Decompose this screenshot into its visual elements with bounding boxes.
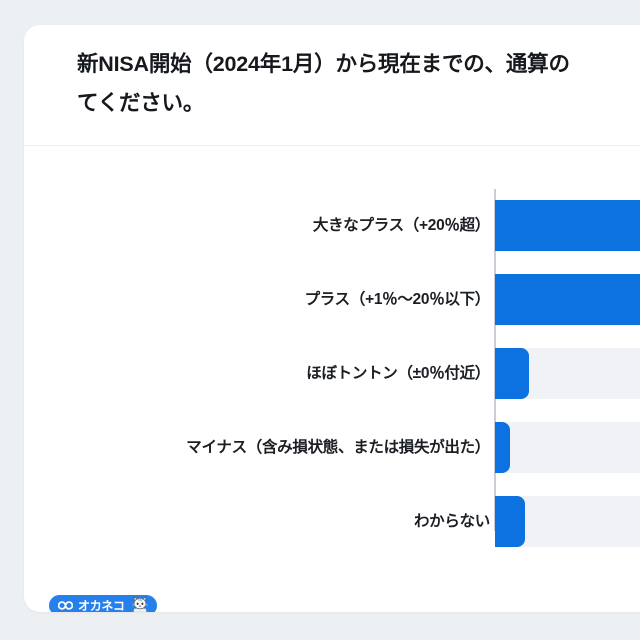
bar-fill bbox=[495, 274, 640, 325]
bar-chart: 大きなプラス（+20％超） プラス（+1％〜20％以下） ほぼトントン（±0％付近）… bbox=[24, 146, 640, 612]
bar-track bbox=[495, 422, 640, 473]
bar-fill bbox=[495, 200, 640, 251]
page-title: 新NISA開始（2024年1月）から現在までの、通算の てください。 bbox=[77, 52, 570, 115]
cat-mascot-icon bbox=[131, 595, 149, 612]
title-divider bbox=[24, 145, 640, 146]
okanecо-logo[interactable]: オカネコ bbox=[47, 593, 159, 612]
chart-axis-line bbox=[494, 189, 496, 531]
bar-label: 大きなプラス（+20％超） bbox=[312, 216, 490, 234]
bar-label: マイナス（含み損状態、または損失が出た） bbox=[186, 438, 490, 456]
infinity-glasses-icon bbox=[58, 601, 73, 610]
bar-fill bbox=[495, 348, 530, 399]
question-title-area: 新NISA開始（2024年1月）から現在までの、通算の てください。 bbox=[77, 45, 640, 143]
logo-text: オカネコ bbox=[78, 598, 125, 612]
bar-fill bbox=[495, 496, 526, 547]
bar-fill bbox=[495, 422, 511, 473]
bar-label: わからない bbox=[413, 512, 490, 530]
bar-label: ほぼトントン（±0％付近） bbox=[306, 364, 490, 382]
survey-result-card: 新NISA開始（2024年1月）から現在までの、通算の てください。 大きなプラ… bbox=[24, 25, 640, 612]
bar-label: プラス（+1％〜20％以下） bbox=[304, 290, 491, 308]
